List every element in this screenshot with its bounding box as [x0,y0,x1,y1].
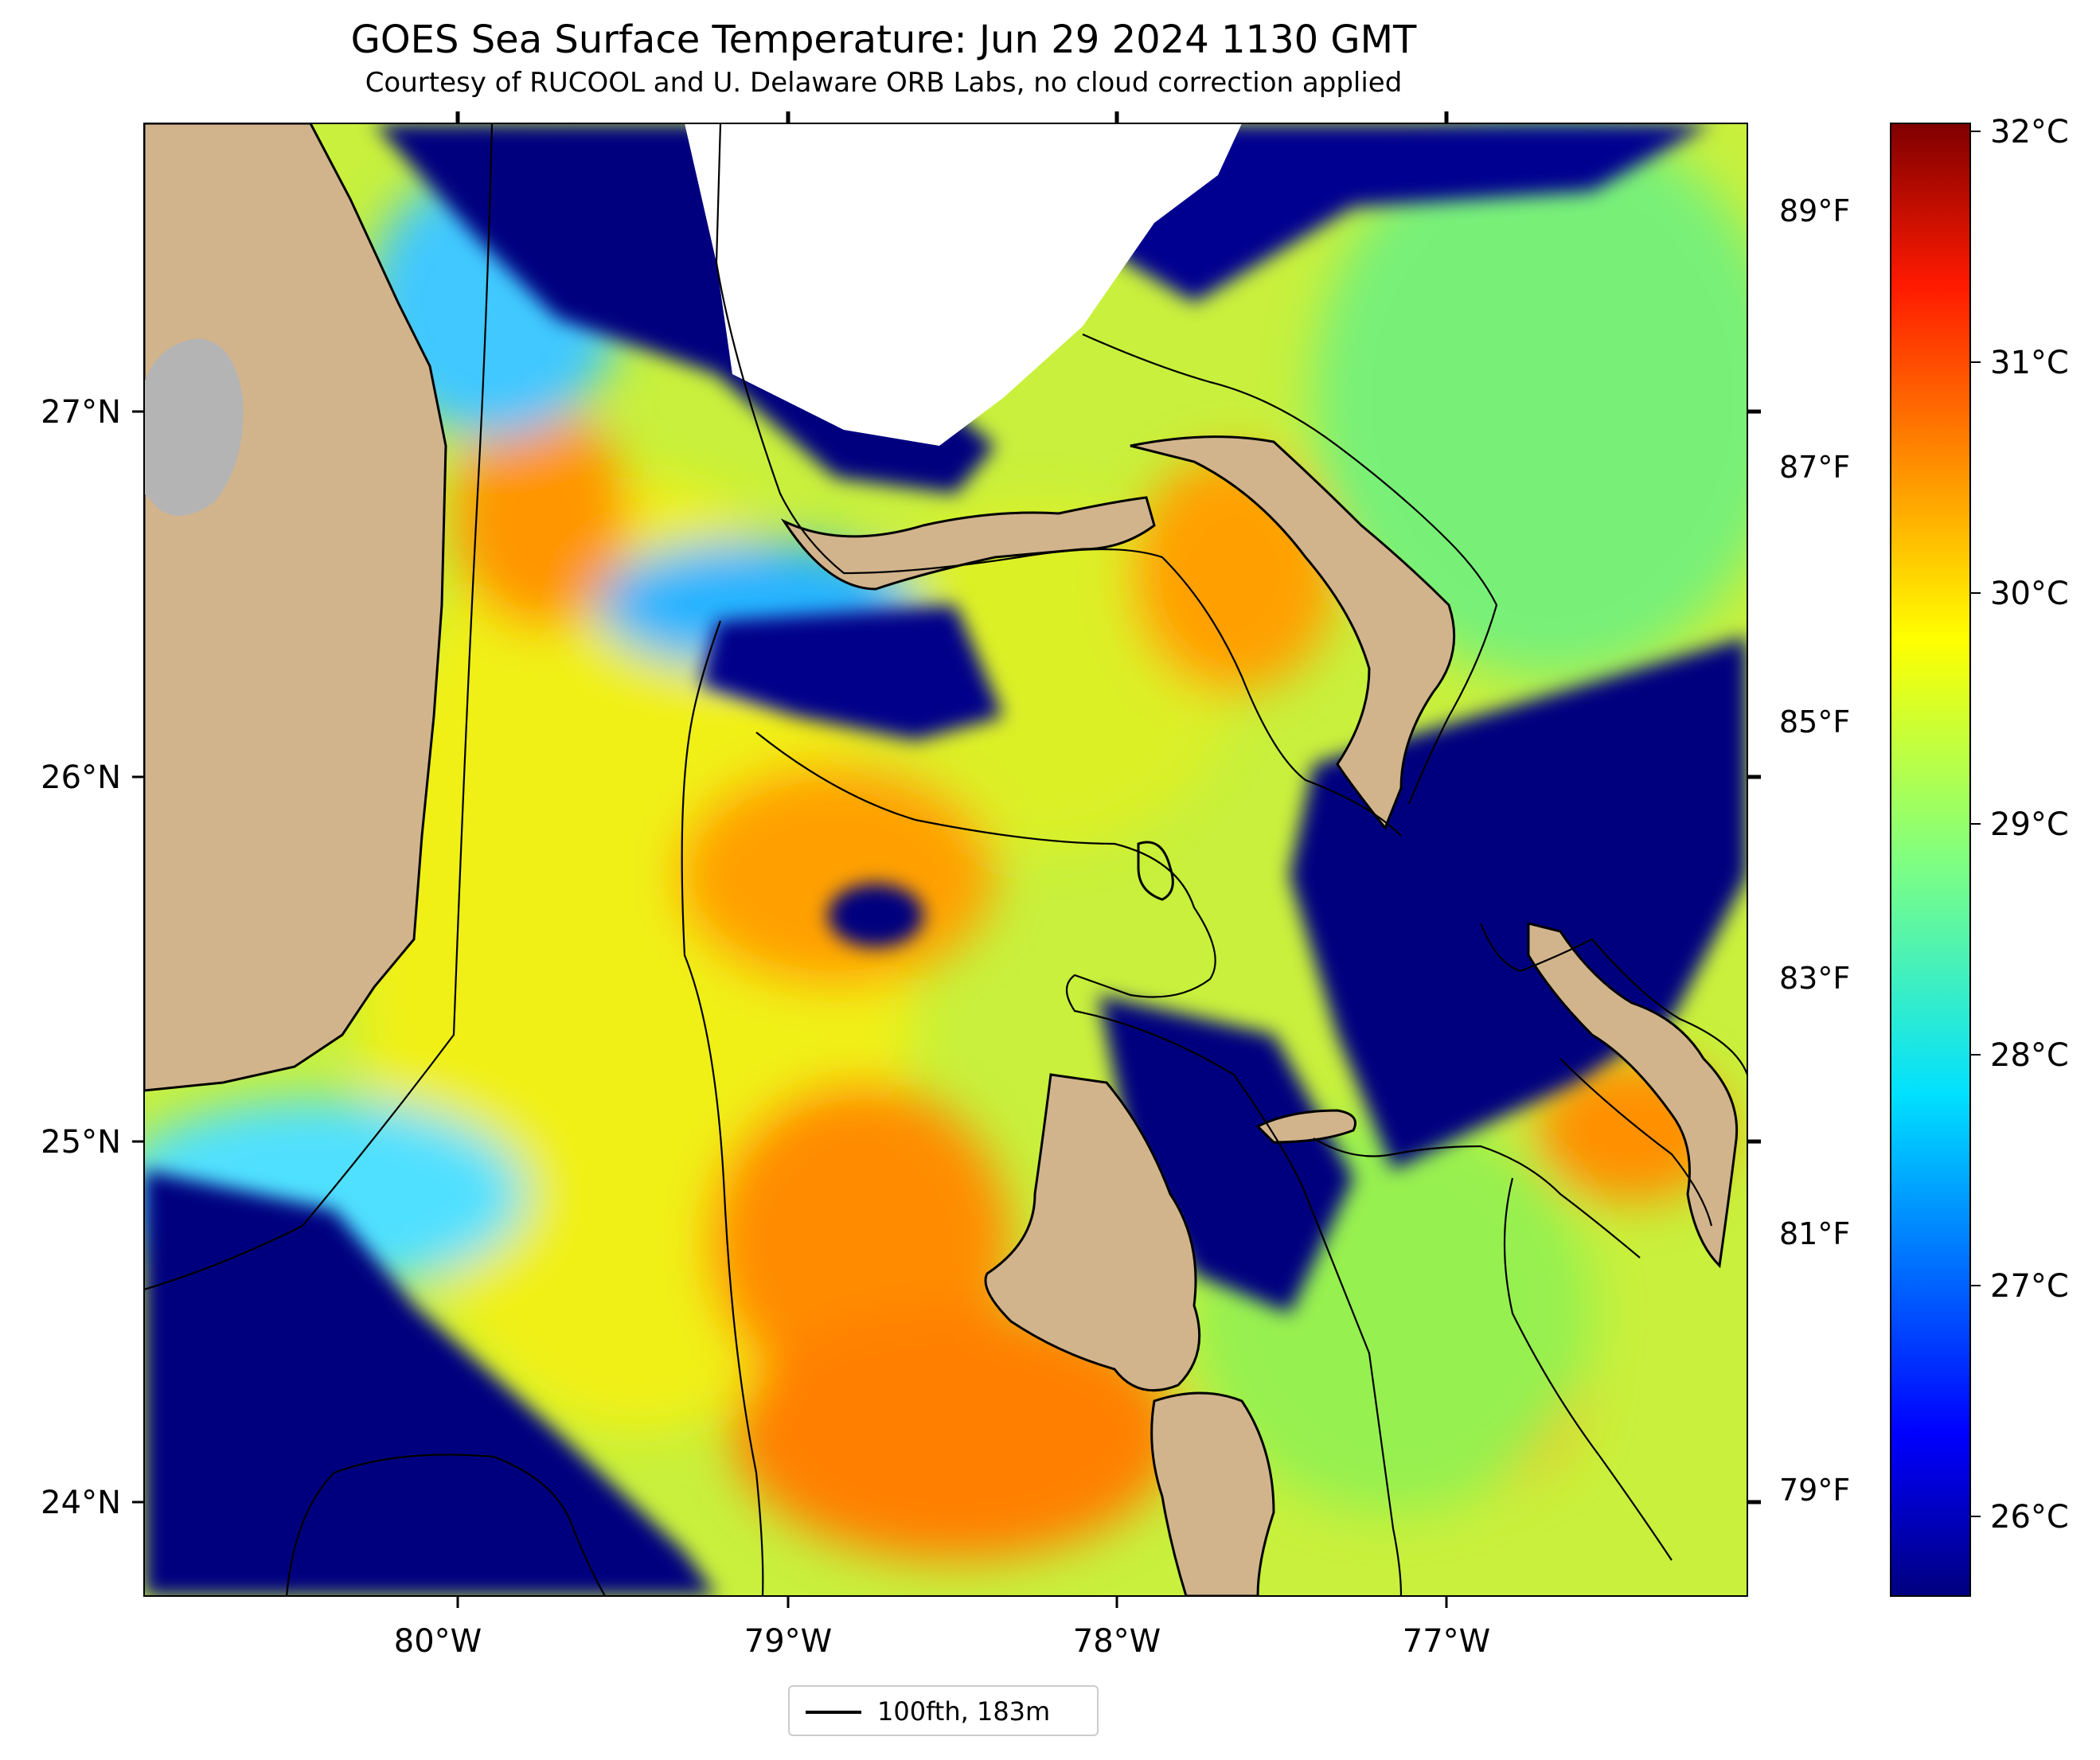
map-canvas [144,123,1747,1596]
map-frame [143,123,1748,1597]
page-title: GOES Sea Surface Temperature: Jun 29 202… [350,18,1417,62]
y-tick-label: 25°N [41,1124,121,1161]
celsius-tick-label: 32°C [1990,114,2069,150]
fahrenheit-tick-label: 79°F [1779,1473,1850,1508]
y-tick-label: 27°N [41,394,121,431]
contour-line-swatch [806,1711,861,1714]
celsius-tick-label: 28°C [1990,1037,2069,1074]
y-axis-ticks [132,409,1761,1504]
colorbar-gradient [1890,123,1971,1597]
celsius-tick-label: 30°C [1990,576,2069,612]
map-legend: 100fth, 183m [788,1685,1099,1736]
page-subtitle: Courtesy of RUCOOL and U. Delaware ORB L… [365,67,1403,99]
x-tick-label: 79°W [744,1623,832,1660]
x-axis-ticks [455,111,1449,1608]
x-tick-label: 78°W [1073,1623,1161,1660]
x-tick-label: 77°W [1403,1623,1490,1660]
y-tick-label: 24°N [41,1485,121,1521]
legend-label: 100fth, 183m [877,1696,1051,1727]
y-tick-label: 26°N [41,759,121,796]
fahrenheit-tick-label: 89°F [1779,193,1850,228]
x-tick-label: 80°W [394,1623,482,1660]
celsius-tick-label: 26°C [1990,1499,2069,1536]
fahrenheit-tick-label: 83°F [1779,961,1850,996]
fahrenheit-tick-label: 85°F [1779,704,1850,740]
fahrenheit-tick-label: 87°F [1779,450,1850,485]
celsius-tick-label: 29°C [1990,806,2069,843]
bathymetry-contours [144,123,1747,1596]
celsius-tick-label: 31°C [1990,345,2069,381]
celsius-tick-label: 27°C [1990,1268,2069,1305]
fahrenheit-tick-label: 81°F [1779,1216,1850,1251]
